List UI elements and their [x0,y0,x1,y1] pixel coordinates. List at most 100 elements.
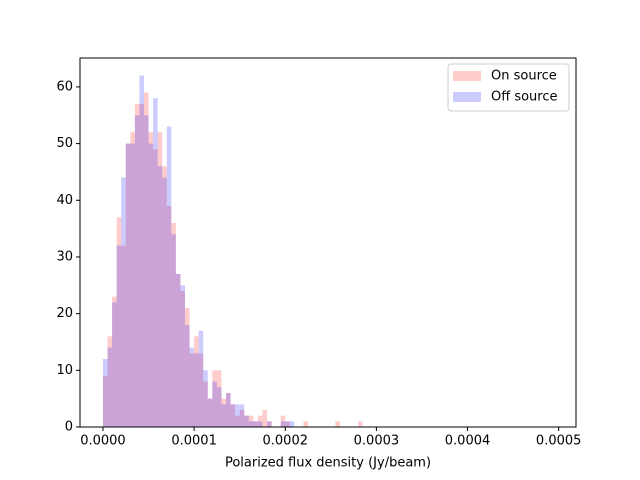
histogram-bar [221,398,227,427]
histogram-bar [257,421,263,427]
histogram-bar [143,92,149,427]
legend-swatch [453,92,481,102]
histogram-bar [207,398,213,427]
histogram-bar [116,245,122,427]
legend-label: On source [491,69,557,84]
histogram-bar [134,103,140,427]
histogram-bar [112,302,117,427]
y-tick-label: 20 [56,306,73,321]
histogram-bar [253,421,258,427]
histogram-bar [194,353,199,427]
histogram-bar [244,415,249,427]
legend-label: Off source [491,90,558,105]
histogram-bar [102,375,108,427]
histogram-bar [153,98,158,428]
histogram-bar [212,381,217,427]
y-tick-label: 0 [65,420,73,435]
x-tick-label: 0.0000 [80,434,126,449]
histogram-bar [253,421,258,427]
histogram-bar [216,387,222,427]
y-tick-label: 10 [56,363,73,378]
histogram-bar [289,421,295,427]
histogram-bar [239,404,245,427]
x-tick-label: 0.0005 [536,434,582,449]
x-tick-label: 0.0002 [263,434,309,449]
histogram-bar [180,285,185,427]
x-tick-label: 0.0004 [445,434,491,449]
y-tick-label: 40 [56,193,73,208]
histogram-bar [139,75,144,428]
histogram-bar [248,421,254,427]
y-tick-label: 50 [56,136,73,151]
histogram-bar [130,143,135,428]
histogram-bar [257,415,263,427]
histogram-bar [267,421,272,427]
histogram-bar [221,404,227,427]
histogram-bar [267,421,272,427]
histogram-bar [143,115,149,428]
histogram-bar [116,217,122,427]
histogram-bar [235,415,240,427]
histogram-bar [226,392,231,427]
histogram-bar [280,421,286,427]
histogram-bar [239,409,245,427]
histogram-bar [107,336,113,427]
histogram-bar [280,415,286,427]
histogram-bar [198,353,204,427]
histogram-bar [203,370,208,427]
histogram-bar [162,177,167,427]
histogram-bar [112,296,117,427]
histogram-bar [203,381,208,427]
histogram-bar [157,132,163,427]
y-tick-label: 60 [56,79,73,94]
legend-swatch [453,71,481,81]
histogram-bar [244,415,249,427]
histogram-bar [248,415,254,427]
histogram-bar [189,347,195,427]
x-tick-label: 0.0001 [171,434,217,449]
histogram-bar [139,103,144,427]
histogram-bar [216,370,222,427]
histogram-bar [166,205,172,427]
histogram-bar [285,421,290,427]
plot-frame [79,57,577,428]
histogram-bar [303,421,309,427]
histogram-bar [134,115,140,428]
x-axis-label: Polarized flux density (Jy/beam) [225,456,431,471]
histogram-bar [175,273,181,427]
legend-box [447,63,570,112]
histogram-bar [335,421,340,427]
histogram-bar [157,166,163,427]
histogram-bar [175,273,181,427]
x-tick-label: 0.0003 [354,434,400,449]
histogram-bar [102,358,108,427]
histogram-bar [107,347,113,427]
histogram-bar [148,143,154,428]
histogram-bar [171,222,176,427]
histogram-bar [358,421,363,427]
histogram-bar [230,404,236,427]
histogram-bar [226,392,231,427]
histogram-bar [180,290,185,427]
histogram-bar [125,143,131,428]
histogram-bar [121,177,126,427]
histogram-bar [198,330,204,427]
histogram-bar [153,149,158,428]
histogram-bar [166,126,172,427]
histogram-bar [148,132,154,427]
histogram-bar [121,245,126,427]
histogram-bar [125,143,131,428]
histogram-bar [184,307,190,427]
histogram-bar [189,353,195,427]
histogram-bar [235,404,240,427]
histogram-bar [262,409,268,427]
histogram-bar [285,421,290,427]
histogram-bar [194,336,199,427]
histogram-bar [230,404,236,427]
histogram-bar [162,166,167,427]
histogram-bar [130,132,135,427]
histogram-bar [207,398,213,427]
histogram-bar [212,370,217,427]
histogram-bar [184,324,190,427]
